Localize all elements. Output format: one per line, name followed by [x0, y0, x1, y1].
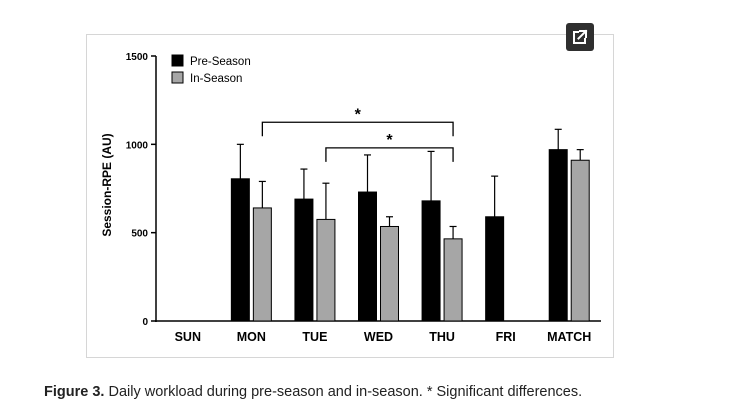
bar-pre-seasonwed	[358, 191, 377, 322]
x-tick-label: TUE	[302, 330, 327, 344]
x-tick-label: MATCH	[547, 330, 591, 344]
significance-bracket	[261, 121, 454, 137]
x-tick-label: SUN	[175, 330, 201, 344]
bar-pre-seasontue	[294, 198, 314, 322]
bar-in-seasonmatch	[570, 159, 590, 322]
y-tick-label: 1000	[126, 140, 149, 151]
bar-pre-seasonmatch	[548, 149, 568, 322]
significance-marker: *	[355, 106, 362, 123]
bar-in-seasonwed	[380, 225, 399, 322]
significance-bracket	[325, 147, 454, 162]
figure-caption-text: Daily workload during pre-season and in-…	[108, 384, 583, 400]
open-figure-button[interactable]	[566, 23, 594, 51]
significance-marker: *	[386, 132, 393, 149]
x-tick-label: MON	[237, 330, 266, 344]
bar-pre-seasonthu	[421, 200, 441, 322]
bar-chart: 0 500 1000 1500 SUN MON TUE WED THU FRI MATCH Pre-…	[100, 52, 601, 344]
external-link-icon	[573, 29, 588, 44]
y-tick-label: 500	[131, 229, 148, 240]
x-tick-label: FRI	[496, 330, 516, 344]
legend-swatch	[171, 54, 184, 67]
figure-caption-label: Figure 3.	[44, 384, 105, 400]
y-axis-label: Session-RPE (AU)	[100, 133, 114, 236]
legend-label: Pre-Season	[190, 56, 251, 68]
y-tick-label: 1500	[126, 52, 149, 63]
bar-in-seasonmon	[252, 207, 272, 322]
bar-pre-seasonfri	[485, 216, 505, 322]
figure-caption: Figure 3. Daily workload during pre-seas…	[44, 384, 582, 400]
legend-swatch	[171, 71, 184, 84]
legend-label: In-Season	[190, 73, 242, 85]
x-tick-label: THU	[429, 330, 455, 344]
y-tick-label: 0	[142, 317, 148, 328]
bar-pre-seasonmon	[230, 178, 250, 322]
bar-in-seasonthu	[443, 238, 463, 322]
bar-in-seasontue	[316, 218, 336, 322]
x-tick-label: WED	[364, 330, 393, 344]
figure-panel: 0 500 1000 1500 SUN MON TUE WED THU FRI MATCH Pre-…	[86, 34, 614, 358]
